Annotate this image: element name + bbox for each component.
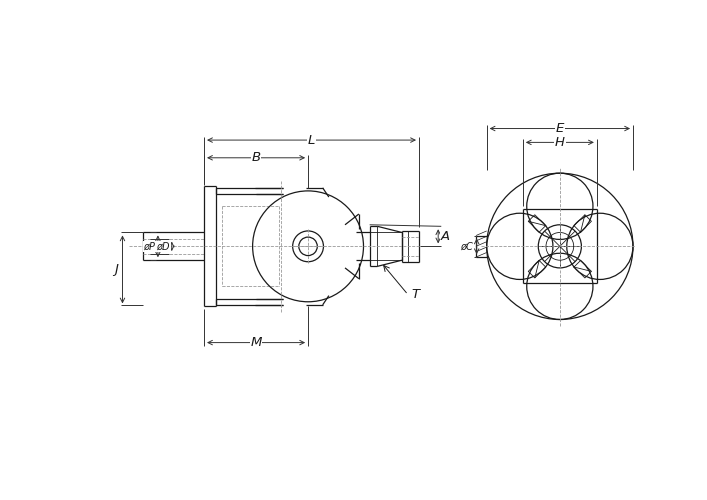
Text: H: H bbox=[555, 136, 565, 149]
Text: øP: øP bbox=[144, 242, 156, 252]
Text: T: T bbox=[411, 288, 419, 302]
Text: A: A bbox=[440, 230, 450, 243]
Text: L: L bbox=[308, 134, 315, 146]
Text: J: J bbox=[115, 263, 118, 276]
Text: øD: øD bbox=[156, 242, 170, 252]
Text: øC: øC bbox=[460, 242, 473, 252]
Text: M: M bbox=[250, 336, 262, 349]
Text: E: E bbox=[556, 122, 564, 135]
Text: B: B bbox=[252, 152, 261, 164]
